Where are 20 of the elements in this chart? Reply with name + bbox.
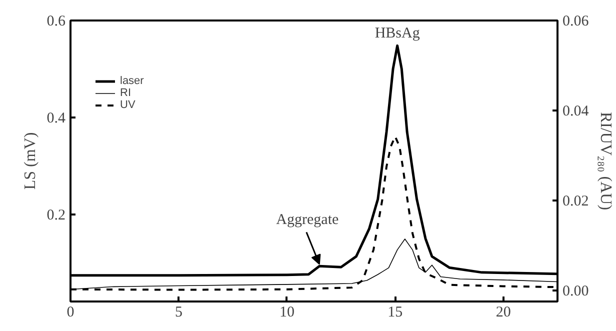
x-tick-label: 20	[496, 304, 511, 320]
y-tick-label: 0.2	[46, 207, 66, 224]
y2-tick-label: 0.00	[562, 283, 589, 300]
x-tick-label: 0	[66, 304, 74, 320]
legend-label: laser	[120, 75, 144, 87]
x-tick-label: 5	[174, 304, 182, 320]
legend-label: RI	[120, 87, 132, 99]
y2-tick-label: 0.04	[562, 103, 590, 120]
legend-label: UV	[120, 99, 136, 111]
line-series	[70, 44, 558, 277]
y2-axis-title: RI/UV₂₈₀ (AU)	[596, 112, 614, 210]
y2-tick-label: 0.02	[562, 193, 589, 210]
annotation: HBsAg	[374, 26, 420, 42]
y-tick-label: 0.6	[46, 14, 66, 30]
y2-tick-label: 0.06	[562, 14, 590, 30]
y-axis-title: LS (mV)	[22, 132, 39, 190]
x-tick-label: 15	[388, 304, 403, 320]
annotation: Aggregate	[276, 212, 339, 228]
y-tick-label: 0.4	[46, 110, 66, 126]
x-tick-label: 10	[279, 304, 294, 320]
